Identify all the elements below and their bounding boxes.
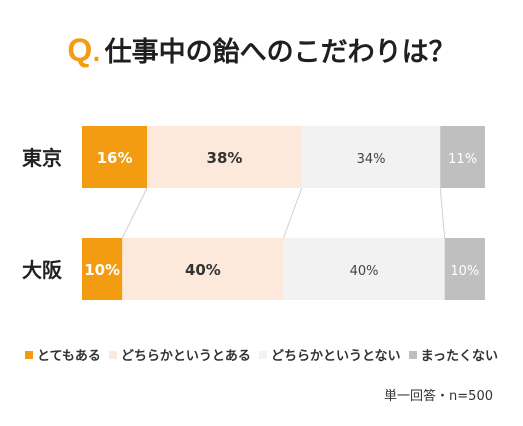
connector-line bbox=[439, 187, 446, 239]
category-label: 大阪 bbox=[22, 258, 63, 282]
data-label: 40% bbox=[350, 264, 379, 279]
legend-swatch bbox=[108, 351, 117, 359]
connector-line bbox=[121, 187, 148, 239]
legend-item: まったくない bbox=[408, 345, 499, 364]
bar-segment bbox=[444, 238, 485, 300]
legend-label: とてもある bbox=[36, 349, 101, 364]
data-label: 40% bbox=[185, 261, 221, 279]
legend-swatch bbox=[408, 351, 417, 359]
bar-segment bbox=[82, 238, 123, 300]
bar-segment bbox=[440, 126, 485, 188]
bar-segment bbox=[147, 126, 302, 188]
bar-segment bbox=[122, 238, 284, 300]
chart-title: Q. 仕事中の飴へのこだわりは？ bbox=[0, 30, 523, 69]
bar-segment bbox=[82, 126, 148, 188]
title-text: 仕事中の飴へのこだわりは？ bbox=[104, 37, 456, 68]
data-label: 10% bbox=[84, 261, 120, 279]
title-q-mark: Q bbox=[67, 32, 93, 68]
legend-item: どちらかというとない bbox=[258, 345, 401, 364]
legend-swatch bbox=[24, 351, 33, 359]
category-label: 東京 bbox=[22, 146, 62, 170]
data-label: 38% bbox=[207, 149, 243, 167]
legend: とてもある どちらかというとある どちらかというとない まったくない bbox=[0, 345, 523, 364]
legend-item: どちらかというとある bbox=[108, 345, 251, 364]
data-label: 16% bbox=[97, 149, 133, 167]
data-label: 11% bbox=[448, 152, 477, 167]
bar-segment bbox=[301, 126, 441, 188]
legend-label: どちらかというとある bbox=[120, 349, 251, 364]
legend-label: どちらかというとない bbox=[270, 349, 401, 364]
connector-line bbox=[283, 187, 303, 239]
legend-item: とてもある bbox=[24, 345, 101, 364]
legend-label: まったくない bbox=[420, 349, 499, 364]
data-label: 34% bbox=[357, 152, 386, 167]
title-q-dot: . bbox=[92, 42, 101, 67]
bar-segment bbox=[283, 238, 445, 300]
legend-swatch bbox=[258, 351, 267, 359]
data-label: 10% bbox=[450, 264, 479, 279]
stacked-bar-chart: 16% 38% 34% 11% 東京 10% 40% 40% 10% 大阪 bbox=[22, 126, 485, 300]
sample-note: 単一回答・n=500 bbox=[384, 389, 493, 404]
